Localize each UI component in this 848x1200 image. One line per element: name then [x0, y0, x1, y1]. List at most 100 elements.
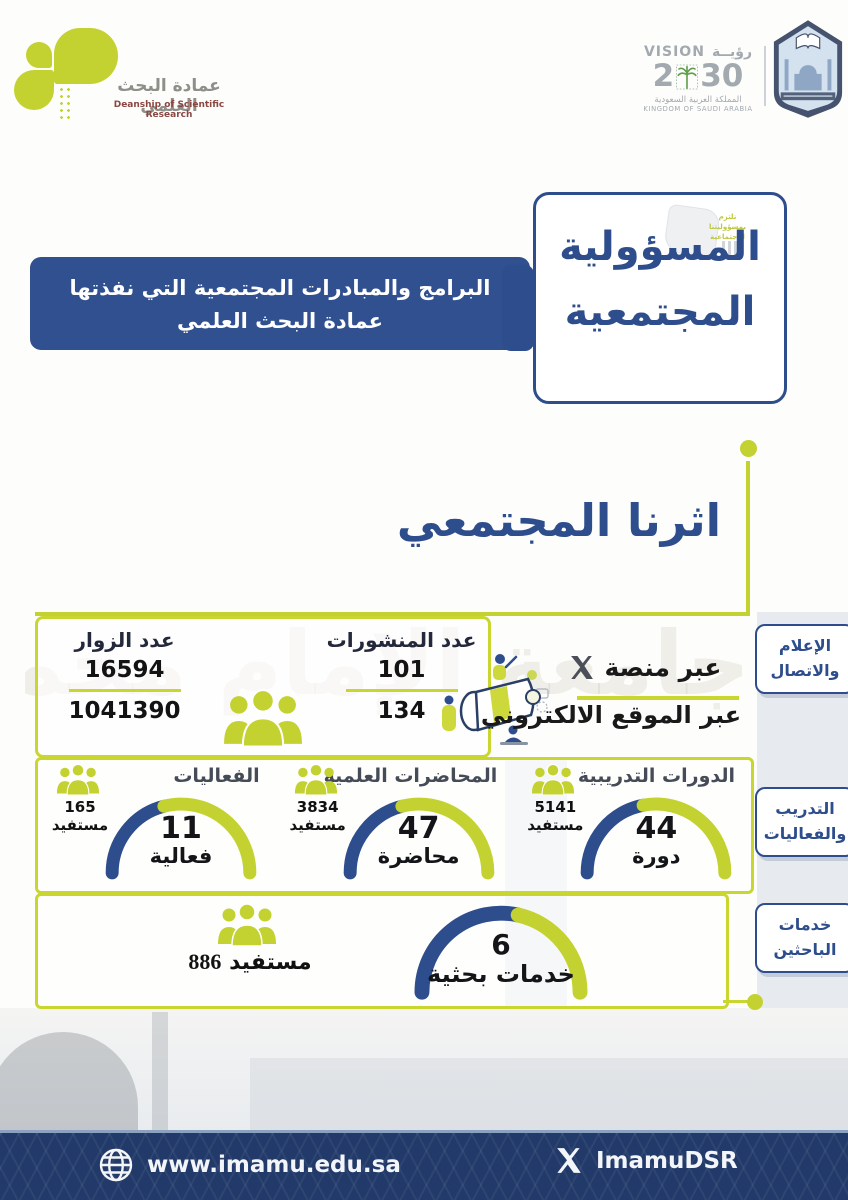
- building-icon: [722, 241, 742, 259]
- footer-website[interactable]: www.imamu.edu.sa: [98, 1147, 401, 1183]
- tab-training-line1: التدريب: [775, 799, 835, 818]
- channel-divider-line: [577, 696, 739, 700]
- audience-icon-wrap: [211, 619, 315, 755]
- title-line1: المسؤولية: [559, 224, 761, 270]
- beneficiaries-label: مستفيد: [229, 950, 312, 975]
- megaphone-illustration-icon: [442, 654, 549, 745]
- tab-training-events: التدريب والفعاليات: [755, 787, 848, 857]
- gauge-panel-events: الفعاليات 165 مستفيد 11 فعالية: [38, 760, 276, 891]
- tab-media-line1: الإعلام: [778, 636, 832, 655]
- accent-dot: [747, 994, 763, 1010]
- gauge-arc: [343, 797, 494, 880]
- vision-2030-year: 2 30: [636, 61, 760, 92]
- gauge-panel-scientific-lectures: المحاضرات العلمية 3834 مستفيد 47 محاضرة: [276, 760, 514, 891]
- visitors-title: عدد الزوار: [74, 628, 175, 652]
- visitors-column: عدد الزوار 16594 1041390: [38, 619, 211, 755]
- dsr-logo-petal-icon: [54, 28, 118, 84]
- people-group-icon: [218, 903, 276, 947]
- gauge-value: 47: [397, 811, 440, 846]
- vision-word-en: VISION: [643, 44, 705, 60]
- beneficiaries-label: مستفيد: [51, 816, 109, 834]
- x-platform-icon: [571, 655, 594, 679]
- palm-emblem-icon: [676, 64, 699, 89]
- footer-x-handle[interactable]: ImamuDSR: [556, 1147, 738, 1174]
- footer-website-text[interactable]: www.imamu.edu.sa: [147, 1152, 401, 1178]
- gauge-value: 11: [160, 811, 202, 846]
- university-shield-logo: [773, 20, 843, 118]
- footer-bar: www.imamu.edu.sa ImamuDSR: [0, 1130, 848, 1200]
- via-website-label: عبر الموقع الالكتروني: [480, 701, 742, 729]
- dsr-logo-title-ar: عمادة البحث العلمي: [117, 76, 221, 116]
- via-x-label: عبر منصة: [604, 652, 722, 682]
- stamp-line2: بمسؤوليتنا: [708, 222, 746, 231]
- gauge-unit: دورة: [632, 844, 681, 868]
- services-box-line-extension: [723, 1000, 749, 1003]
- gauge-value-block: 11 فعالية: [100, 812, 262, 868]
- visitors-via-x-value: 16594: [84, 657, 165, 683]
- publications-title: عدد المنشورات: [326, 628, 477, 652]
- beneficiaries-count: 165: [64, 798, 96, 816]
- banner-line2: عمادة البحث العلمي: [177, 308, 383, 333]
- divider-line: [345, 689, 458, 692]
- x-platform-icon: [557, 1148, 581, 1173]
- gauge-title: المحاضرات العلمية: [323, 765, 498, 787]
- media-stats-box: عدد المنشورات 101 134 عدد الزوار 16594 1…: [35, 616, 491, 758]
- accent-horizontal-line: [35, 612, 750, 616]
- people-group-icon: [56, 763, 100, 795]
- gauge-value-block: 47 محاضرة: [338, 812, 500, 868]
- gauge-title: الدورات التدريبية: [577, 765, 735, 787]
- tab-services-line1: خدمات: [778, 915, 832, 934]
- stamp-line1: نلتزم: [718, 213, 737, 221]
- via-x-row: عبر منصة: [540, 642, 752, 692]
- footer-x-handle-text[interactable]: ImamuDSR: [596, 1147, 738, 1174]
- tab-training-line2: والفعاليات: [763, 823, 847, 843]
- beneficiaries-label: مستفيد: [289, 816, 346, 834]
- beneficiaries-label: مستفيد: [527, 816, 584, 834]
- accent-dot: [740, 440, 757, 457]
- services-beneficiaries: مستفيد 886: [160, 949, 340, 975]
- gauge-unit: فعالية: [149, 844, 213, 868]
- people-group-icon: [224, 689, 302, 747]
- beneficiaries-count: 886: [188, 949, 222, 974]
- publications-via-x-value: 101: [377, 657, 426, 683]
- beneficiaries: 5141 مستفيد: [517, 798, 593, 834]
- programs-banner: البرامج والمبادرات المجتمعية التي نفذتها…: [30, 257, 530, 350]
- gauge-unit: محاضرة: [377, 844, 460, 868]
- globe-icon: [99, 1148, 133, 1182]
- gauge-arc: [414, 905, 588, 1000]
- services-gauge: 6 خدمات بحثية: [408, 891, 594, 1007]
- beneficiaries-count: 3834: [296, 798, 339, 816]
- responsibility-stamp: نلتزم بمسؤوليتنا الاجتماعية: [660, 203, 746, 273]
- gauge-value: 44: [635, 811, 678, 846]
- tab-media-line2: والاتصال: [770, 660, 840, 680]
- publications-column: عدد المنشورات 101 134: [315, 619, 488, 755]
- tab-media-communication: الإعلام والاتصال: [755, 624, 848, 694]
- gauge: 44 دورة: [575, 782, 737, 886]
- visitors-via-website-value: 1041390: [68, 698, 181, 724]
- divider-line: [68, 689, 181, 692]
- stamp-text: نلتزم بمسؤوليتنا الاجتماعية: [709, 213, 746, 242]
- accent-vertical-line: [746, 461, 750, 613]
- dsr-logo-title-en: Deanship of Scientific Research: [113, 100, 225, 120]
- gauge-value-block: 44 دورة: [575, 812, 737, 868]
- banner-line1: البرامج والمبادرات المجتمعية التي نفذتها: [69, 275, 491, 300]
- dsr-logo: عمادة البحث العلمي Deanship of Scientifi…: [0, 0, 260, 130]
- background-minaret-shape: [152, 1012, 168, 1130]
- vision-year-prefix: 2: [652, 58, 675, 94]
- vision-2030-logo: VISION رؤيــة 2 30 المملكة العربية السعو…: [636, 44, 760, 113]
- people-group-icon: [294, 763, 337, 795]
- social-responsibility-title-box: نلتزم بمسؤوليتنا الاجتماعية المسؤولية ال…: [502, 192, 787, 404]
- beneficiaries: 3834 مستفيد: [280, 798, 356, 834]
- vision-kingdom-ar: المملكة العربية السعودية: [654, 95, 742, 105]
- header-divider: [764, 46, 766, 106]
- beneficiaries: 165 مستفيد: [42, 798, 118, 834]
- training-gauges-box: الدورات التدريبية 5141 مستفيد 44 دورة ال…: [35, 757, 754, 894]
- dsr-logo-petal-icon: [26, 42, 52, 68]
- dsr-logo-dots-icon: [58, 86, 72, 120]
- tab-services-line2: الباحثين: [773, 939, 837, 959]
- dsr-logo-petal-icon: [14, 70, 54, 110]
- research-services-box: [35, 893, 729, 1009]
- vision-kingdom-en: KINGDOM OF SAUDI ARABIA: [643, 105, 753, 113]
- gauge: 11 فعالية: [100, 782, 262, 886]
